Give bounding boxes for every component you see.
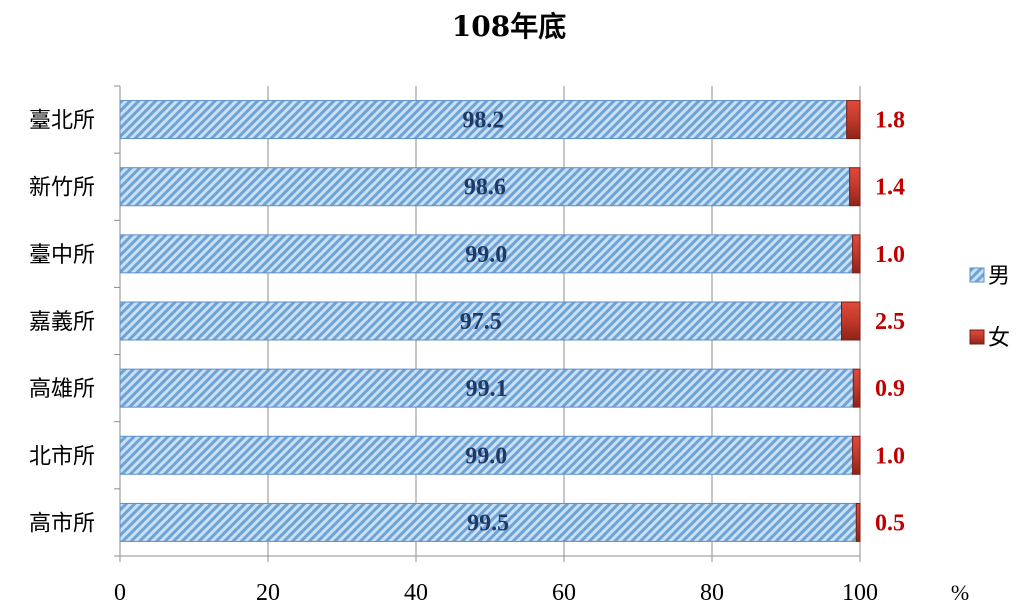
bar-female-1	[849, 167, 861, 207]
bar-male-1	[119, 167, 851, 207]
legend: 男 女	[969, 264, 1010, 351]
bar-female-5	[852, 435, 861, 475]
x-tick-label-100: 100	[842, 580, 878, 606]
legend-swatch-female	[969, 329, 985, 345]
labels: 臺北所 98.2 1.8 新竹所 98.6 1.4 臺中所 99.0 1.0 嘉義所 97.5 2.5…	[29, 108, 905, 537]
x-tick-label-0: 0	[114, 580, 126, 606]
bar-male-0	[119, 100, 848, 140]
data-label-male-6: 99.5	[467, 510, 509, 536]
data-label-female-3: 2.5	[875, 309, 905, 335]
x-tick-label-20: 20	[256, 580, 280, 606]
legend-label-female: 女	[988, 326, 1010, 351]
x-axis-unit: %	[951, 580, 969, 605]
bar-male-5	[119, 435, 854, 475]
data-label-male-1: 98.6	[464, 175, 506, 201]
x-tick-label-40: 40	[404, 580, 428, 606]
y-tick-label-4: 高雄所	[29, 377, 95, 402]
data-label-male-0: 98.2	[462, 108, 504, 134]
data-label-male-4: 99.1	[466, 376, 508, 402]
legend-label-male: 男	[988, 264, 1010, 289]
chart-title: 108年底	[452, 10, 566, 43]
y-tick-label-5: 北市所	[29, 444, 95, 469]
data-label-female-5: 1.0	[875, 443, 905, 469]
bar-male-4	[119, 368, 854, 408]
data-label-female-1: 1.4	[875, 175, 905, 201]
x-tick-label-80: 80	[700, 580, 724, 606]
bar-male-6	[119, 502, 857, 542]
bar-female-2	[852, 234, 861, 274]
y-tick-label-0: 臺北所	[29, 109, 95, 134]
data-label-female-6: 0.5	[875, 510, 905, 536]
y-tick-label-6: 高市所	[29, 511, 95, 536]
bar-female-0	[846, 100, 861, 140]
bar-female-3	[841, 301, 861, 341]
data-label-female-4: 0.9	[875, 376, 905, 402]
data-label-female-0: 1.8	[875, 108, 905, 134]
bar-female-4	[852, 368, 861, 408]
bar-male-3	[119, 301, 842, 341]
y-tick-label-1: 新竹所	[29, 176, 95, 201]
data-label-male-5: 99.0	[465, 443, 507, 469]
bar-male-2	[119, 234, 854, 274]
data-label-male-2: 99.0	[465, 242, 507, 268]
x-tick-label-60: 60	[552, 580, 576, 606]
legend-swatch-male	[969, 267, 985, 283]
bars	[119, 100, 861, 542]
data-label-male-3: 97.5	[460, 309, 502, 335]
legend-item-female: 女	[969, 326, 1010, 351]
y-tick-label-3: 嘉義所	[29, 310, 95, 335]
bar-female-6	[855, 502, 861, 542]
y-tick-label-2: 臺中所	[29, 243, 95, 268]
data-label-female-2: 1.0	[875, 242, 905, 268]
legend-item-male: 男	[969, 264, 1010, 289]
